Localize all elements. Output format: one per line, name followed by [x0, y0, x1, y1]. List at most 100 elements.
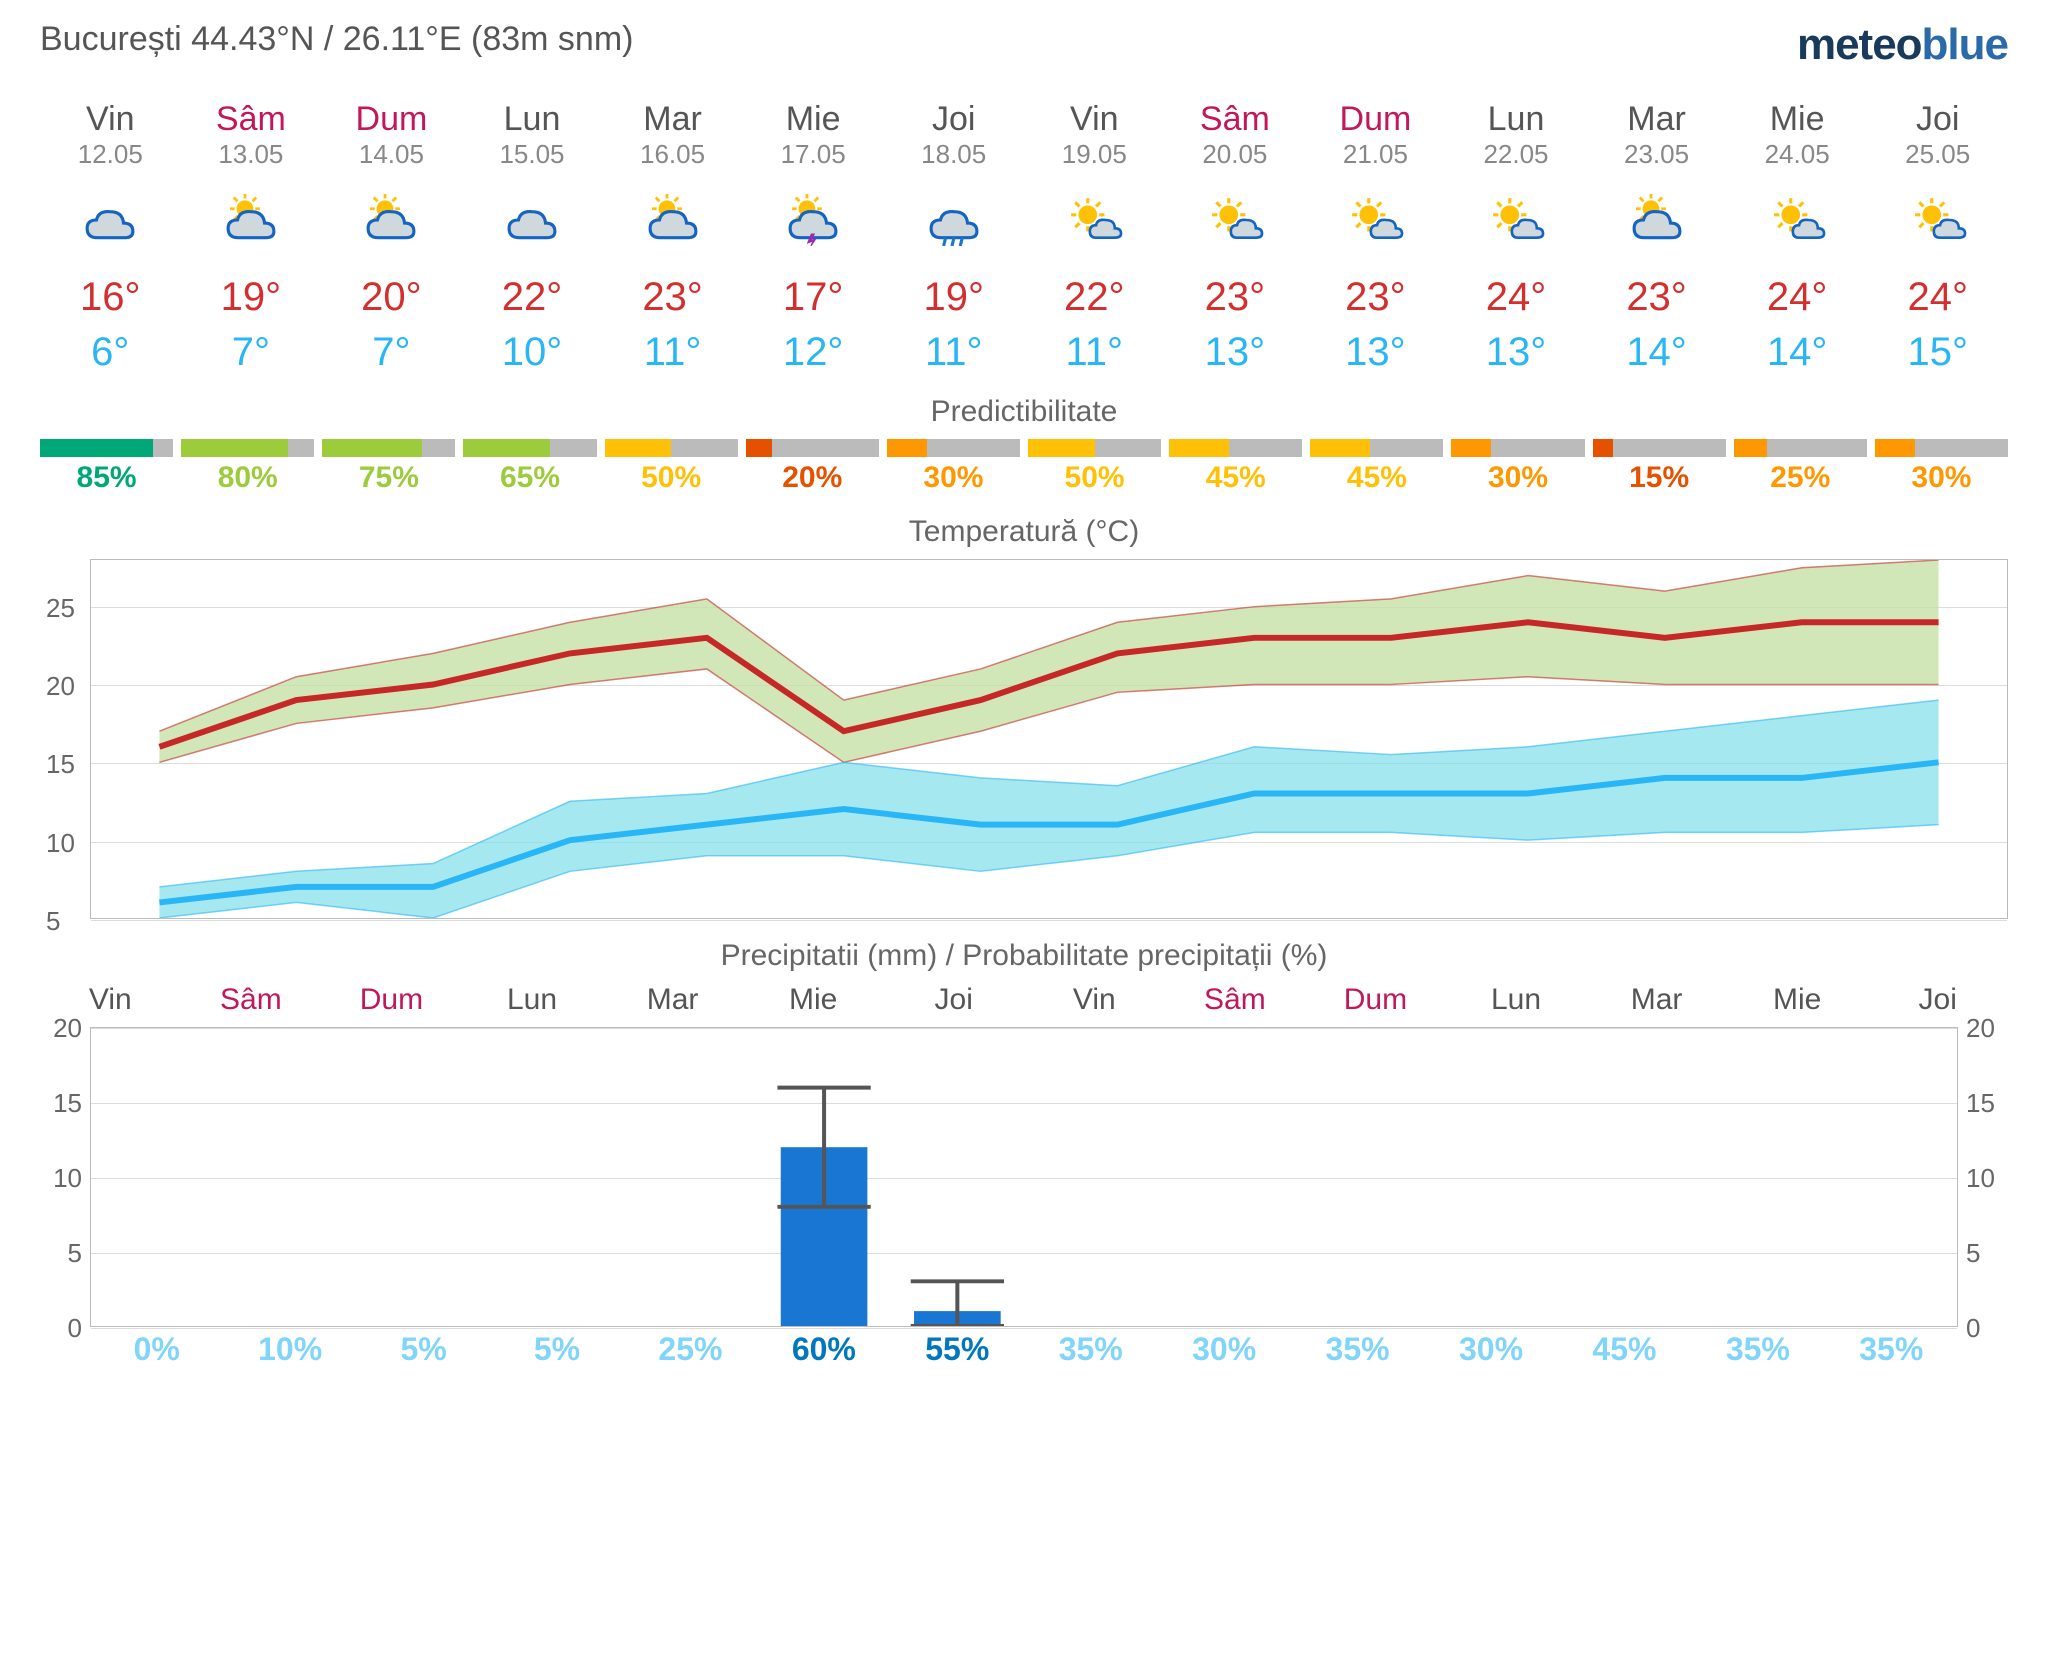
precip-day-label: Joi [1867, 983, 2008, 1017]
temp-high: 20° [321, 275, 462, 320]
day-column: Joi25.0524°15° [1867, 100, 2008, 375]
logo-part1: meteo [1797, 20, 1922, 69]
temp-high: 19° [181, 275, 322, 320]
temp-high: 22° [1024, 275, 1165, 320]
precip-probability-value: 35% [1291, 1331, 1424, 1368]
day-name: Vin [1024, 100, 1165, 139]
precip-probability-row: 0%10%5%5%25%60%55%35%30%35%30%45%35%35% [90, 1331, 1958, 1368]
day-column: Dum21.0523°13° [1305, 100, 1446, 375]
temp-low: 13° [1305, 330, 1446, 375]
precip-probability-value: 45% [1558, 1331, 1691, 1368]
precip-day-label: Dum [1305, 983, 1446, 1017]
weather-icon [181, 185, 322, 255]
day-date: 13.05 [181, 139, 322, 170]
predictability-bar [605, 439, 738, 457]
weather-icon [321, 185, 462, 255]
precip-box: 05101520 05101520 0%10%5%5%25%60%55%35%3… [40, 1027, 2008, 1387]
precip-ytick-left: 5 [68, 1238, 82, 1269]
predictability-value: 65% [463, 461, 596, 495]
temp-high: 23° [602, 275, 743, 320]
predictability-value: 85% [40, 461, 173, 495]
day-name: Sâm [181, 100, 322, 139]
predictability-bar [746, 439, 879, 457]
predictability-value: 30% [1875, 461, 2008, 495]
temp-low: 15° [1867, 330, 2008, 375]
temp-high: 22° [462, 275, 603, 320]
day-date: 21.05 [1305, 139, 1446, 170]
weather-icon [1867, 185, 2008, 255]
day-date: 25.05 [1867, 139, 2008, 170]
precip-day-label: Mar [602, 983, 743, 1017]
day-date: 22.05 [1446, 139, 1587, 170]
day-column: Sâm20.0523°13° [1165, 100, 1306, 375]
precip-axis-left: 05101520 [40, 1027, 90, 1327]
precip-probability-value: 35% [1691, 1331, 1824, 1368]
temp-high: 23° [1586, 275, 1727, 320]
temp-low: 14° [1586, 330, 1727, 375]
weather-icon [883, 185, 1024, 255]
precip-ytick-right: 10 [1966, 1163, 1995, 1194]
predictability-cell: 75% [322, 439, 455, 495]
predictability-value: 30% [1451, 461, 1584, 495]
day-date: 20.05 [1165, 139, 1306, 170]
predictability-bar [1734, 439, 1867, 457]
precip-day-label: Sâm [1165, 983, 1306, 1017]
predictability-cell: 85% [40, 439, 173, 495]
weather-icon [1024, 185, 1165, 255]
day-name: Mie [743, 100, 884, 139]
predictability-value: 20% [746, 461, 879, 495]
precip-ytick-left: 10 [53, 1163, 82, 1194]
temp-ytick: 10 [46, 828, 75, 859]
predictability-value: 80% [181, 461, 314, 495]
precip-probability-value: 35% [1825, 1331, 1958, 1368]
predictability-bar [1169, 439, 1302, 457]
temp-low: 11° [1024, 330, 1165, 375]
predictability-value: 75% [322, 461, 455, 495]
day-column: Mie17.0517°12° [743, 100, 884, 375]
predictability-bar [1451, 439, 1584, 457]
day-name: Joi [1867, 100, 2008, 139]
temp-low: 11° [602, 330, 743, 375]
precip-ytick-right: 15 [1966, 1088, 1995, 1119]
day-column: Vin12.0516°6° [40, 100, 181, 375]
temp-low: 6° [40, 330, 181, 375]
day-column: Lun15.0522°10° [462, 100, 603, 375]
precip-day-label: Vin [40, 983, 181, 1017]
predictability-cell: 80% [181, 439, 314, 495]
precip-day-label: Sâm [181, 983, 322, 1017]
precip-ytick-right: 20 [1966, 1013, 1995, 1044]
day-date: 16.05 [602, 139, 743, 170]
precip-ytick-right: 0 [1966, 1313, 1980, 1344]
day-name: Lun [1446, 100, 1587, 139]
predictability-bar [1593, 439, 1726, 457]
temp-low: 10° [462, 330, 603, 375]
predictability-value: 30% [887, 461, 1020, 495]
precip-day-label: Mie [1727, 983, 1868, 1017]
day-date: 24.05 [1727, 139, 1868, 170]
day-column: Lun22.0524°13° [1446, 100, 1587, 375]
precipitation-chart [90, 1027, 1958, 1327]
day-name: Mar [602, 100, 743, 139]
day-date: 23.05 [1586, 139, 1727, 170]
temp-ytick: 5 [46, 906, 60, 937]
day-date: 12.05 [40, 139, 181, 170]
temp-high: 23° [1165, 275, 1306, 320]
precip-ytick-right: 5 [1966, 1238, 1980, 1269]
precip-ytick-left: 20 [53, 1013, 82, 1044]
precip-probability-value: 55% [891, 1331, 1024, 1368]
day-name: Lun [462, 100, 603, 139]
day-name: Joi [883, 100, 1024, 139]
precip-probability-value: 10% [223, 1331, 356, 1368]
day-name: Dum [321, 100, 462, 139]
weather-icon [1305, 185, 1446, 255]
predictability-cell: 65% [463, 439, 596, 495]
day-name: Mie [1727, 100, 1868, 139]
predictability-bar [181, 439, 314, 457]
predictability-value: 50% [1028, 461, 1161, 495]
predictability-bar [887, 439, 1020, 457]
precip-probability-value: 5% [357, 1331, 490, 1368]
day-column: Sâm13.0519°7° [181, 100, 322, 375]
predictability-cell: 30% [887, 439, 1020, 495]
predictability-value: 45% [1310, 461, 1443, 495]
weather-icon [602, 185, 743, 255]
